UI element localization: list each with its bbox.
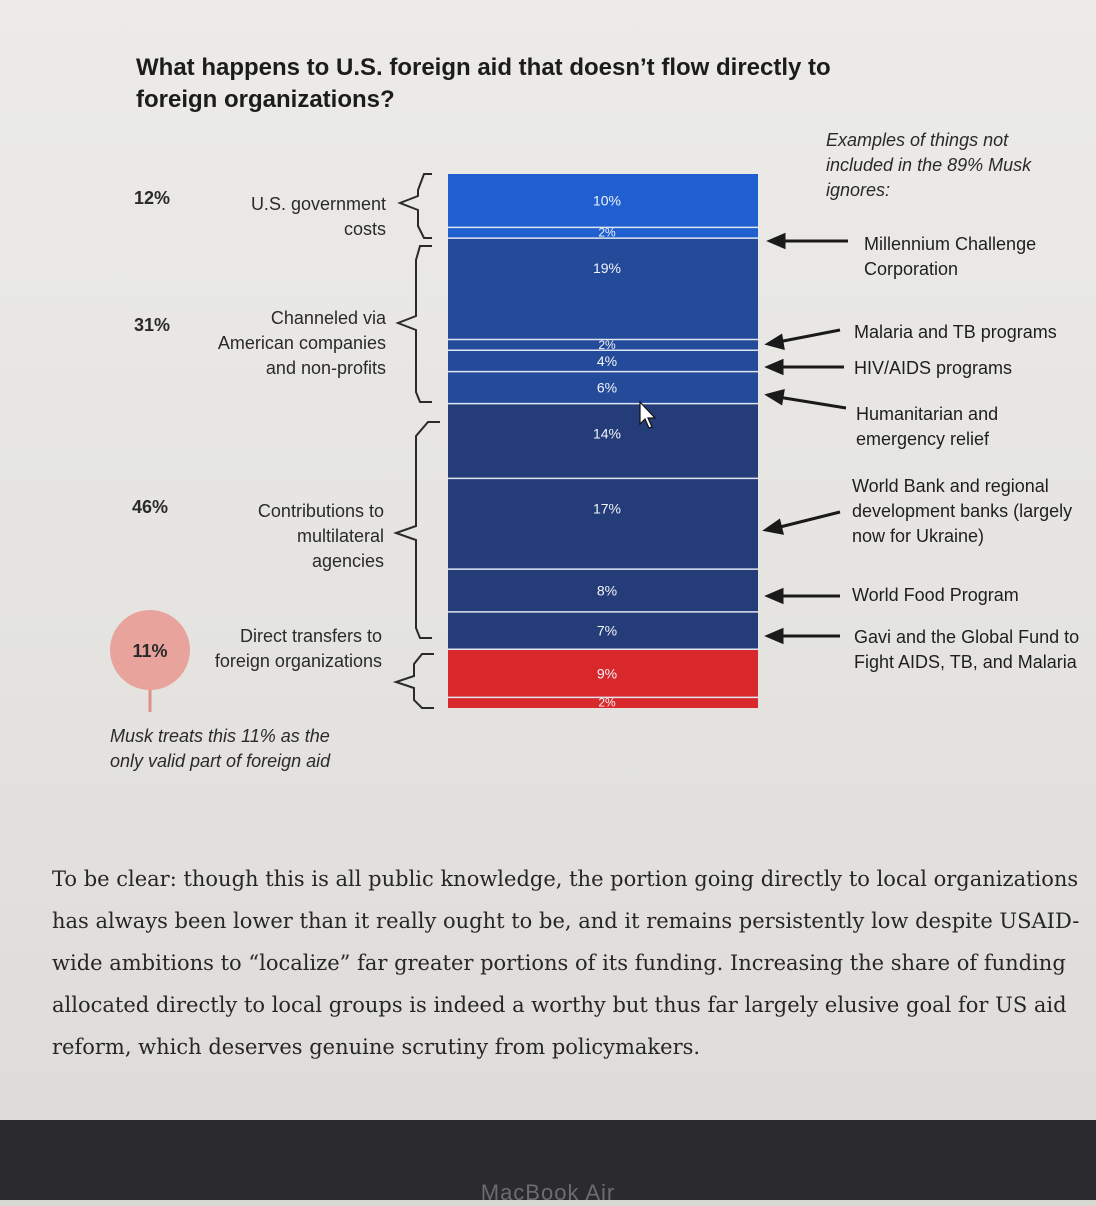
arrow-malaria [777,328,841,344]
body-paragraph: To be clear: though this is all public k… [52,867,1080,1059]
bar-segment-label: 9% [597,665,617,681]
bar-segment-label: 6% [597,380,617,396]
bezel-brand-label: MacBook Air [480,1180,616,1205]
bar-segment [448,478,758,570]
annotation-wfp: World Food Program [852,585,1019,605]
group-pct-gov: 12% [134,188,171,208]
bar-segment-label: 19% [593,260,621,276]
arrow-gavi-head [764,627,784,645]
bar-segment-label: 2% [598,226,616,240]
bar-segment-label: 14% [593,426,621,442]
annotation-humanitarian: Humanitarian and emergency relief [856,404,999,449]
bracket-gov [397,173,432,239]
chart-title: What happens to U.S. foreign aid that do… [136,54,831,113]
mouse-cursor-icon [639,400,657,429]
arrow-humanitarian-head [764,388,785,406]
bar-segment-label: 10% [593,193,621,209]
bar-segment [448,569,758,612]
annotation-malaria: Malaria and TB programs [854,322,1057,342]
group-label-gov: U.S. government costs [250,194,386,239]
stacked-bar-chart: 11% 10%2%19%2%4%6%14%17%8%7%9%2% [110,173,848,712]
bar-segment [448,697,758,708]
bar-segment [448,649,758,698]
bar-segment-label: 17% [593,500,621,516]
annotation-hiv: HIV/AIDS programs [854,358,1013,378]
bar-segments: 10%2%19%2%4%6%14%17%8%7%9%2% [448,174,758,710]
laptop-bezel [0,1120,1096,1200]
group-pct-multilateral: 46% [132,497,169,517]
bracket-channeled [395,245,432,403]
arrow-malaria-head [764,333,785,351]
arrow-mcc-head [766,232,786,250]
bar-segment [448,339,758,351]
bar-segment-label: 8% [597,583,617,599]
group-label-direct: Direct transfers to foreign organization… [214,626,382,671]
annotation-gavi: Gavi and the Global Fund to Fight AIDS, … [854,627,1080,672]
group-label-channeled: Channeled via American companies and non… [217,308,386,378]
bar-segment [448,238,758,340]
musk-note: Musk treats this 11% as the only valid p… [110,726,331,771]
arrow-hiv-head [764,358,784,376]
bar-segment-label: 7% [597,623,617,639]
group-pct-direct: 11% [132,641,167,661]
bar-segment [448,371,758,404]
bar-segment [448,227,758,239]
arrow-worldbank [775,510,841,530]
bar-segment-label: 2% [598,696,616,710]
bar-segment [448,350,758,372]
bar-segment-label: 2% [598,338,616,352]
group-pct-channeled: 31% [134,315,171,335]
annotation-worldbank: World Bank and regional development bank… [852,476,1073,546]
arrow-worldbank-head [762,518,785,535]
bar-segment [448,174,758,228]
bar-segment [448,403,758,479]
bar-segment-label: 4% [597,353,617,369]
bar-segment [448,611,758,650]
bracket-direct [392,653,434,709]
arrow-humanitarian [777,395,847,410]
annotation-header: Examples of things not included in the 8… [826,130,1032,200]
bracket-multilateral [392,421,440,639]
arrow-wfp-head [764,587,784,605]
group-label-multilateral: Contributions to multilateral agencies [257,501,384,571]
annotation-mcc: Millennium Challenge Corporation [864,234,1037,279]
highlight-circle [110,610,190,690]
